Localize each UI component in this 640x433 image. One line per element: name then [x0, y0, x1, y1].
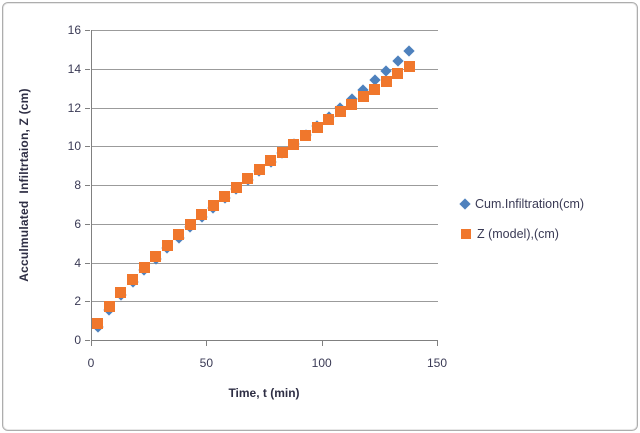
data-point-z-model — [380, 76, 392, 88]
data-point-z-model — [288, 138, 300, 150]
data-point-z-model — [403, 61, 415, 73]
data-point-z-model — [230, 181, 242, 193]
data-point-z-model — [369, 83, 381, 95]
x-tick-mark — [321, 341, 323, 346]
data-point-z-model — [138, 261, 150, 273]
data-point-z-model — [276, 146, 288, 158]
y-tick-mark — [85, 301, 90, 303]
data-point-z-model — [103, 301, 115, 313]
y-tick-mark — [85, 185, 90, 186]
data-point-z-model — [207, 199, 219, 211]
legend-label: Z (model),(cm) — [477, 227, 559, 241]
x-axis-title: Time, t (min) — [228, 386, 300, 400]
plot-area — [91, 30, 438, 341]
y-tick-label: 4 — [74, 255, 81, 270]
diamond-marker-icon — [459, 198, 471, 210]
y-tick-mark — [85, 223, 90, 225]
data-point-z-model — [357, 91, 369, 103]
x-tick-label: 50 — [199, 356, 213, 370]
gridline — [92, 107, 438, 109]
data-point-z-model — [92, 318, 104, 330]
legend: Cum.Infiltration(cm) Z (model),(cm) — [459, 197, 585, 257]
y-tick-label: 6 — [74, 216, 81, 231]
y-tick-label: 16 — [67, 23, 81, 37]
y-axis-title: Acculmulated Infiltrtaion, Z (cm) — [17, 88, 31, 282]
gridline — [92, 68, 438, 70]
data-point-z-model — [161, 239, 173, 251]
x-tick-mark — [206, 341, 208, 346]
x-tick-mark — [91, 341, 92, 346]
y-tick-mark — [85, 262, 90, 264]
data-point-z-model — [300, 130, 312, 142]
y-tick-mark — [85, 30, 90, 31]
y-tick-mark — [85, 68, 90, 70]
data-point-z-model — [311, 122, 323, 134]
data-point-z-model — [242, 172, 254, 184]
x-tick-mark — [437, 341, 438, 346]
gridline — [92, 185, 438, 186]
y-tick-mark — [85, 340, 90, 341]
legend-label: Cum.Infiltration(cm) — [475, 197, 585, 211]
data-point-z-model — [346, 98, 358, 110]
legend-item-cum-infiltration: Cum.Infiltration(cm) — [459, 197, 585, 211]
y-tick-label: 0 — [74, 333, 81, 347]
y-tick-label: 14 — [67, 61, 81, 76]
data-point-z-model — [173, 229, 185, 241]
square-marker-icon — [461, 229, 471, 239]
gridline — [92, 223, 438, 225]
data-point-z-model — [150, 250, 162, 262]
x-tick-label: 0 — [87, 356, 95, 370]
x-tick-label: 100 — [311, 356, 332, 370]
y-tick-label: 10 — [67, 139, 81, 154]
data-point-z-model — [323, 114, 335, 126]
y-tick-label: 2 — [74, 294, 81, 309]
data-point-z-model — [115, 286, 127, 298]
data-point-z-model — [253, 164, 265, 175]
gridline — [92, 146, 438, 148]
data-point-z-model — [334, 106, 346, 118]
data-point-z-model — [219, 190, 231, 202]
legend-item-z-model: Z (model),(cm) — [461, 227, 584, 241]
data-point-z-model — [196, 209, 208, 221]
y-tick-mark — [85, 146, 90, 148]
data-point-z-model — [265, 155, 277, 167]
y-tick-mark — [85, 107, 90, 109]
data-point-z-model — [184, 219, 196, 231]
gridline — [92, 262, 438, 264]
y-tick-label: 8 — [74, 178, 81, 192]
data-point-z-model — [127, 274, 139, 286]
y-tick-label: 12 — [67, 100, 81, 115]
data-point-z-model — [392, 68, 404, 80]
gridline — [92, 30, 438, 31]
x-tick-label: 150 — [426, 356, 448, 370]
gridline — [92, 301, 438, 303]
